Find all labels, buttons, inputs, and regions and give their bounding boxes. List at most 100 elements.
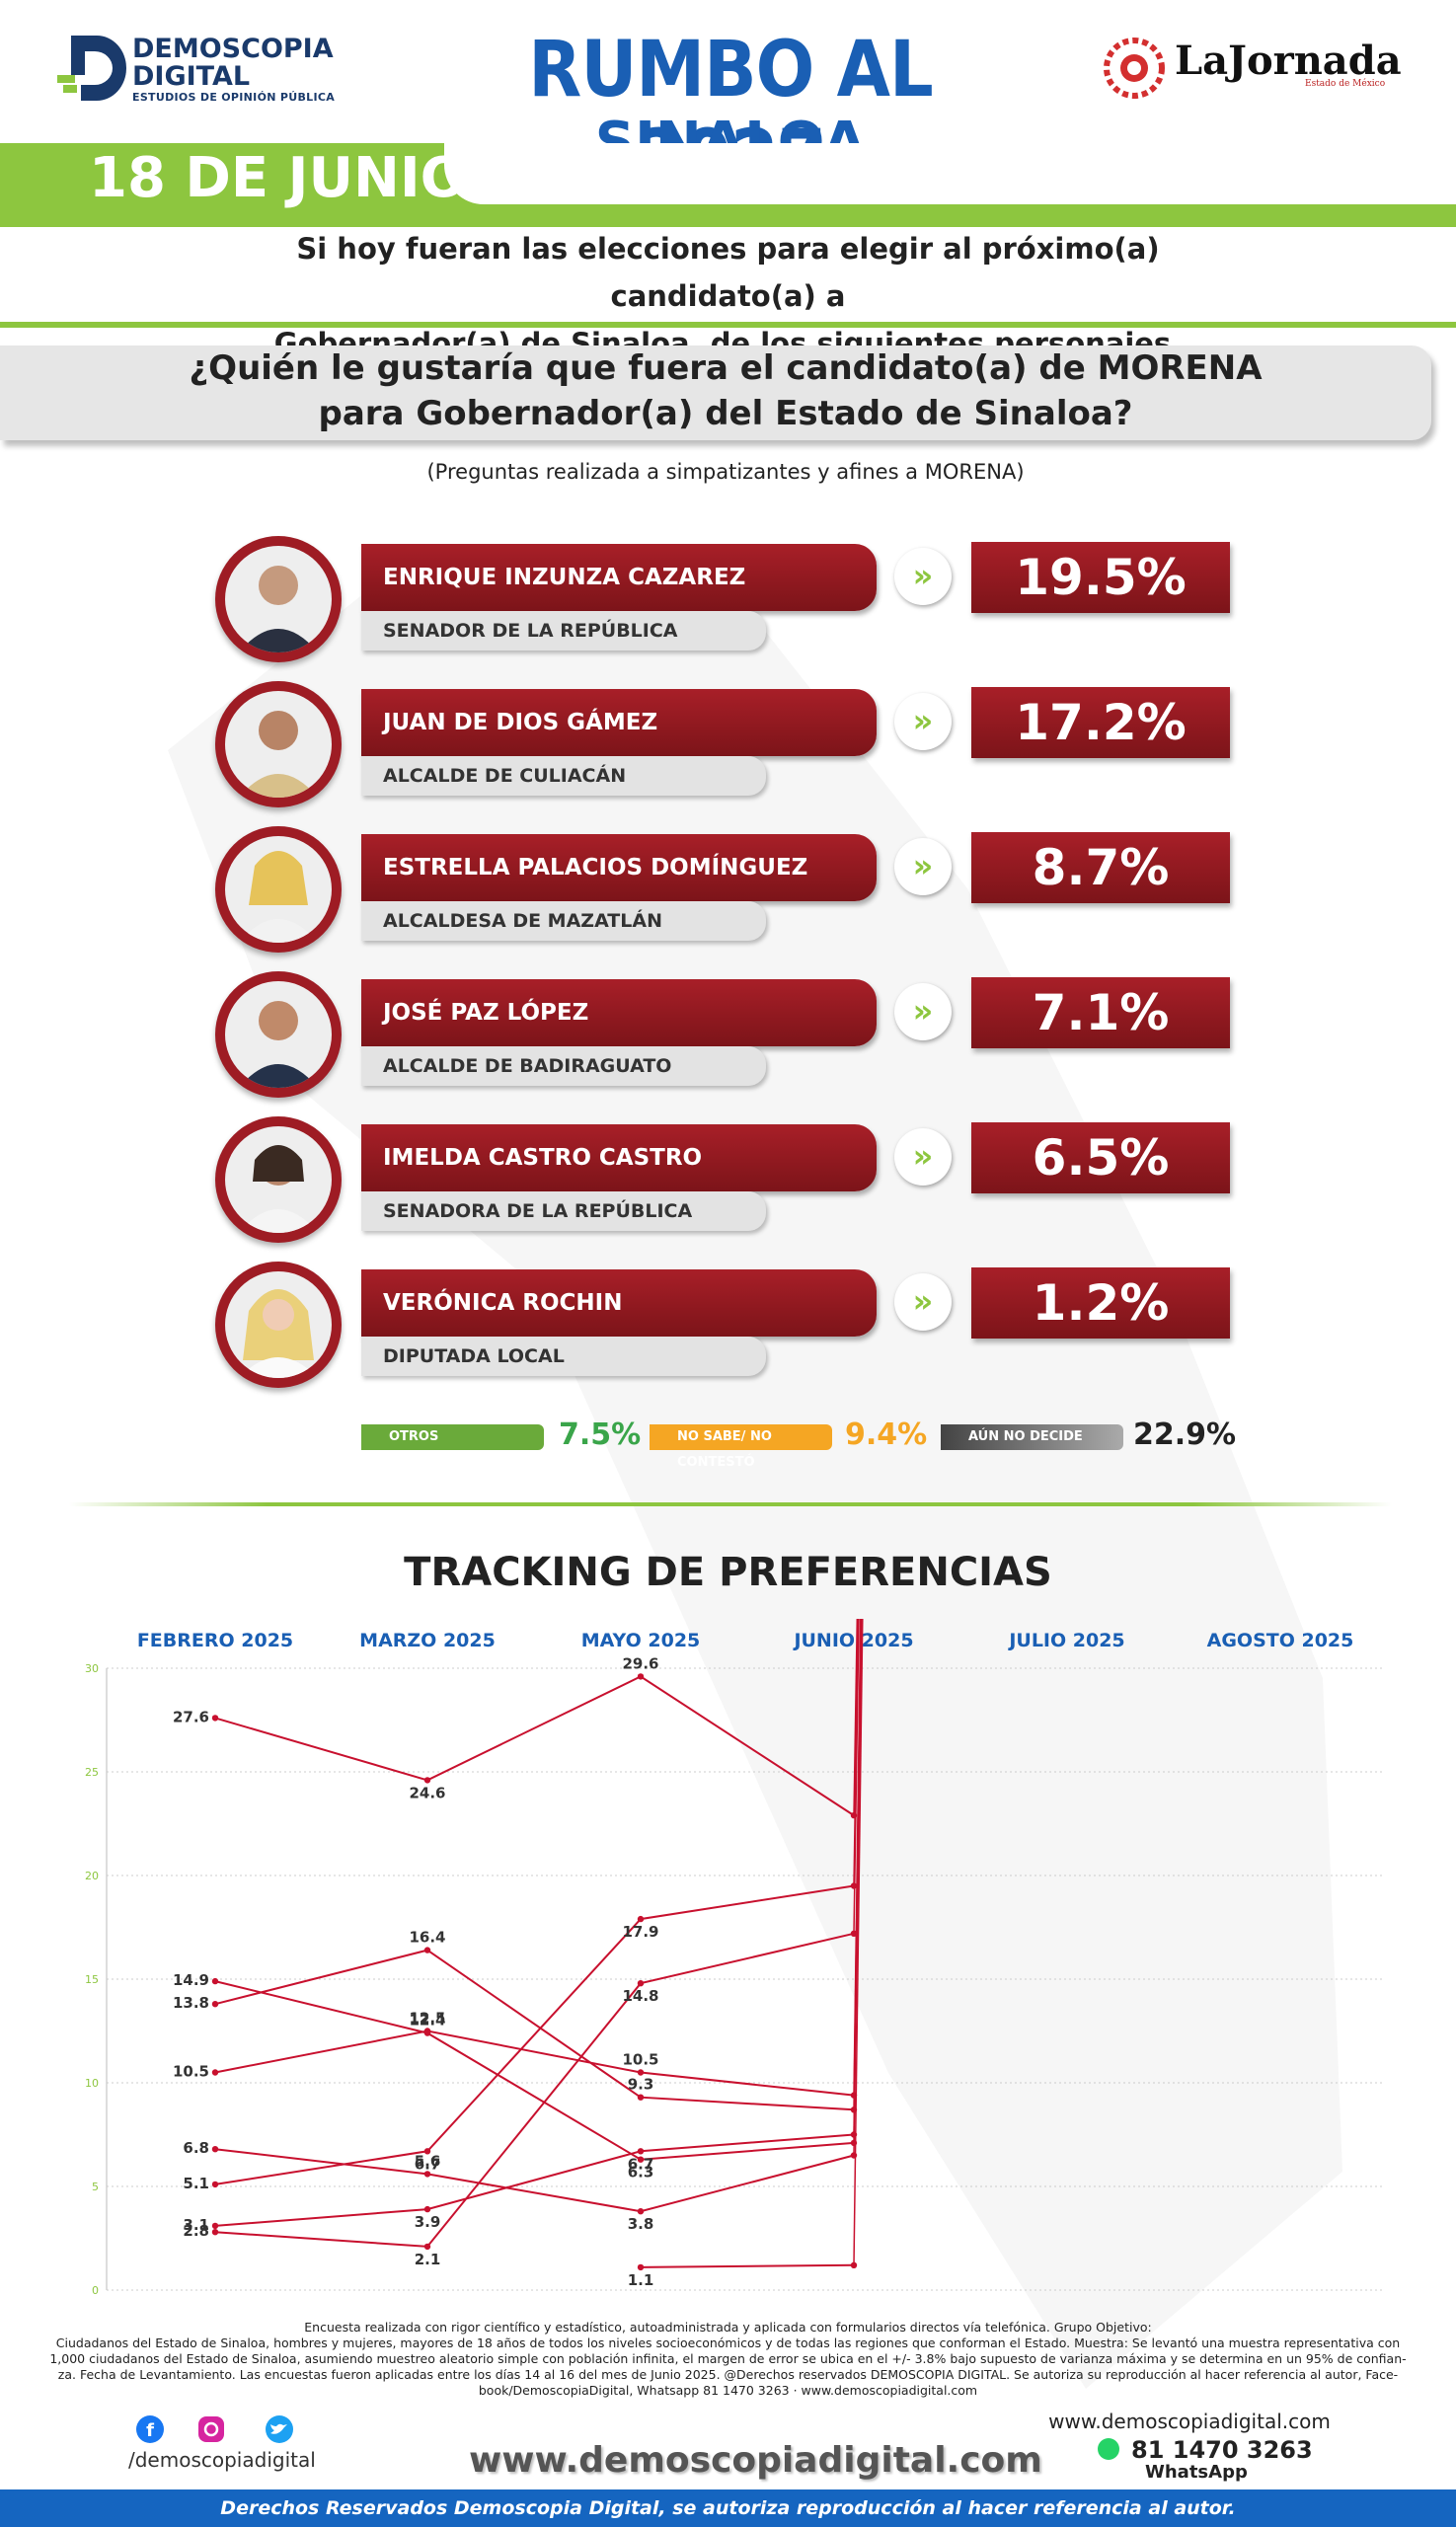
data-point bbox=[637, 2094, 645, 2101]
twitter-icon[interactable] bbox=[266, 2415, 293, 2443]
data-label: 13.8 bbox=[173, 1994, 209, 2012]
whatsapp-icon bbox=[1098, 2438, 1119, 2460]
others-bar: OTROS bbox=[361, 1424, 544, 1450]
rights-text: Derechos Reservados Demoscopia Digital, … bbox=[220, 2497, 1236, 2519]
jornada-logo-icon bbox=[1104, 38, 1165, 99]
leader-line bbox=[853, 1619, 859, 1816]
candidate-row: JOSÉ PAZ LÓPEZ ALCALDE DE BADIRAGUATO » … bbox=[0, 971, 1456, 1110]
candidate-value: 6.5% bbox=[1032, 1129, 1170, 1187]
candidate-value-box: 8.7% bbox=[971, 832, 1230, 903]
date-label: 18 DE JUNIO bbox=[89, 146, 468, 210]
candidate-value: 7.1% bbox=[1032, 984, 1170, 1041]
question-text: ¿Quién le gustaría que fuera el candidat… bbox=[148, 345, 1303, 436]
y-tick-label: 20 bbox=[85, 1870, 99, 1882]
candidate-role: ALCALDE DE BADIRAGUATO bbox=[383, 1055, 672, 1077]
question-line2: para Gobernador(a) del Estado de Sinaloa… bbox=[318, 394, 1133, 433]
data-label: 3.1 bbox=[183, 2216, 209, 2234]
data-point bbox=[423, 2148, 431, 2155]
data-point bbox=[637, 1673, 645, 1680]
data-point bbox=[423, 2171, 431, 2178]
series-line bbox=[214, 2029, 855, 2097]
data-label: 27.6 bbox=[173, 1708, 209, 1725]
data-point bbox=[211, 2001, 219, 2008]
data-label: 2.1 bbox=[415, 2251, 441, 2268]
x-tick-label: JULIO 2025 bbox=[1007, 1630, 1124, 1651]
chevron-right-icon: » bbox=[894, 1273, 952, 1331]
data-point bbox=[637, 1980, 645, 1987]
footer-band bbox=[0, 2489, 1456, 2527]
candidate-row: IMELDA CASTRO CASTRO SENADORA DE LA REPÚ… bbox=[0, 1116, 1456, 1255]
data-point bbox=[637, 2263, 645, 2271]
candidate-value-box: 1.2% bbox=[971, 1267, 1230, 1339]
y-tick-label: 5 bbox=[92, 2181, 99, 2193]
candidate-value-box: 19.5% bbox=[971, 542, 1230, 613]
series-line bbox=[214, 1675, 855, 1816]
x-tick-label: MAYO 2025 bbox=[581, 1630, 701, 1651]
svg-text:f: f bbox=[146, 2420, 154, 2441]
facebook-icon[interactable]: f bbox=[136, 2415, 164, 2443]
data-label: 24.6 bbox=[409, 1784, 445, 1801]
avatar bbox=[215, 1116, 342, 1243]
candidate-value-box: 17.2% bbox=[971, 687, 1230, 758]
series-line bbox=[640, 2263, 855, 2268]
data-point bbox=[211, 2181, 219, 2188]
candidate-name: JOSÉ PAZ LÓPEZ bbox=[383, 1000, 589, 1026]
series-line bbox=[214, 2148, 855, 2213]
chevron-right-icon: » bbox=[894, 693, 952, 750]
question-box bbox=[0, 345, 1431, 440]
phone-number[interactable]: 81 1470 3263 bbox=[1131, 2436, 1313, 2464]
candidate-row: ESTRELLA PALACIOS DOMÍNGUEZ ALCALDESA DE… bbox=[0, 826, 1456, 964]
candidate-value: 19.5% bbox=[1015, 549, 1187, 606]
data-label: 5.6 bbox=[415, 2152, 441, 2170]
series-line bbox=[214, 1884, 855, 2185]
footnote-line3: 1,000 ciudadanos del Estado de Sinaloa, … bbox=[49, 2351, 1407, 2366]
series-line bbox=[214, 2133, 855, 2227]
data-point bbox=[850, 2261, 858, 2268]
partner-sub: Estado de México bbox=[1305, 79, 1386, 89]
x-tick-label: AGOSTO 2025 bbox=[1207, 1630, 1354, 1651]
tracking-chart: FEBRERO 2025 MARZO 2025 MAYO 2025 JUNIO 202… bbox=[85, 1619, 1382, 2297]
divider bbox=[0, 322, 1456, 328]
y-tick-label: 10 bbox=[85, 2077, 99, 2090]
candidate-value: 8.7% bbox=[1032, 839, 1170, 896]
brand-name: DEMOSCOPIA DIGITAL bbox=[132, 36, 334, 91]
data-label: 5.1 bbox=[183, 2175, 209, 2192]
whatsapp-label: WhatsApp bbox=[1145, 2462, 1248, 2483]
candidate-row: VERÓNICA ROCHIN DIPUTADA LOCAL » 1.2% bbox=[0, 1262, 1456, 1400]
data-label: 17.9 bbox=[622, 1923, 658, 1941]
data-point bbox=[211, 2222, 219, 2230]
tracking-title: TRACKING DE PREFERENCIAS bbox=[404, 1550, 1052, 1595]
intro-line1: Si hoy fueran las elecciones para elegir… bbox=[296, 232, 1160, 313]
candidate-name: ESTRELLA PALACIOS DOMÍNGUEZ bbox=[383, 855, 808, 881]
data-point bbox=[423, 2029, 431, 2036]
divider bbox=[69, 1502, 1392, 1506]
data-label: 10.5 bbox=[173, 2063, 209, 2081]
candidate-name: ENRIQUE INZUNZA CAZAREZ bbox=[383, 565, 746, 590]
data-label: 3.8 bbox=[628, 2215, 654, 2233]
candidate-role: ALCALDESA DE MAZATLÁN bbox=[383, 910, 662, 932]
avatar bbox=[215, 1262, 342, 1388]
candidate-value: 1.2% bbox=[1032, 1274, 1170, 1332]
data-point bbox=[637, 2148, 645, 2155]
website-small[interactable]: www.demoscopiadigital.com bbox=[1048, 2410, 1331, 2433]
footnote-line1: Encuesta realizada con rigor científico … bbox=[304, 2320, 1152, 2335]
data-label: 2.8 bbox=[183, 2222, 209, 2240]
brand-name-line2: DIGITAL bbox=[132, 61, 251, 92]
candidate-role-bar: ALCALDESA DE MAZATLÁN bbox=[361, 901, 766, 941]
chevron-right-icon: » bbox=[894, 838, 952, 895]
series-line bbox=[214, 1980, 855, 2161]
website-link[interactable]: www.demoscopiadigital.com bbox=[469, 2440, 1042, 2481]
data-label: 14.8 bbox=[622, 1987, 658, 2005]
data-label: 10.5 bbox=[622, 2051, 658, 2069]
candidate-value: 17.2% bbox=[1015, 694, 1187, 751]
data-point bbox=[423, 1777, 431, 1784]
data-label: 3.9 bbox=[415, 2213, 441, 2231]
data-label: 6.7 bbox=[628, 2155, 654, 2173]
candidate-role: ALCALDE DE CULIACÁN bbox=[383, 765, 627, 787]
data-label: 12.4 bbox=[409, 2012, 445, 2029]
data-label: 12.5 bbox=[409, 2010, 445, 2028]
y-tick-label: 30 bbox=[85, 1662, 99, 1675]
data-label: 29.6 bbox=[622, 1654, 658, 1672]
instagram-icon[interactable] bbox=[198, 2416, 224, 2442]
question-note: (Preguntas realizada a simpatizantes y a… bbox=[426, 460, 1025, 484]
